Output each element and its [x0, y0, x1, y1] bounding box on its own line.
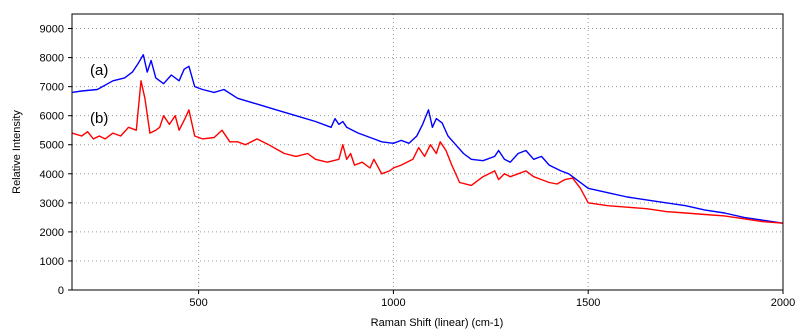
y-tick-label: 5000 — [40, 140, 64, 152]
y-axis-label: Relative Intensity — [11, 110, 23, 194]
y-tick-label: 0 — [58, 285, 64, 297]
plot-frame — [71, 13, 784, 291]
axis-ticks: 500 1000 1500 2000 0 1000 2000 3000 4000 5000 6000… — [40, 24, 796, 309]
series-layer — [71, 54, 784, 224]
y-tick-label: 9000 — [40, 24, 64, 36]
y-tick-label: 6000 — [40, 111, 64, 123]
y-tick-label: 4000 — [40, 169, 64, 181]
y-tick-label: 8000 — [40, 53, 64, 65]
series-line-a — [71, 54, 784, 224]
annotation-a: (a) — [90, 62, 108, 79]
y-tick-label: 2000 — [40, 227, 64, 239]
x-axis-label: Raman Shift (linear) (cm-1) — [371, 317, 504, 329]
y-tick-label: 1000 — [40, 256, 64, 268]
y-tick-label: 7000 — [40, 82, 64, 94]
annotation-b: (b) — [90, 110, 108, 127]
x-tick-label: 2000 — [771, 297, 795, 309]
series-line-b — [71, 80, 784, 224]
x-tick-label: 1500 — [576, 297, 600, 309]
y-tick-label: 3000 — [40, 198, 64, 210]
x-tick-label: 1000 — [381, 297, 405, 309]
x-tick-label: 500 — [189, 297, 207, 309]
